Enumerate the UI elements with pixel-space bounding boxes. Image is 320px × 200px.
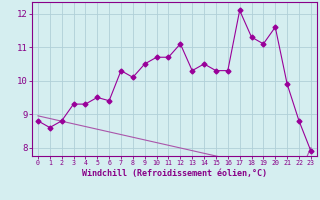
X-axis label: Windchill (Refroidissement éolien,°C): Windchill (Refroidissement éolien,°C) — [82, 169, 267, 178]
